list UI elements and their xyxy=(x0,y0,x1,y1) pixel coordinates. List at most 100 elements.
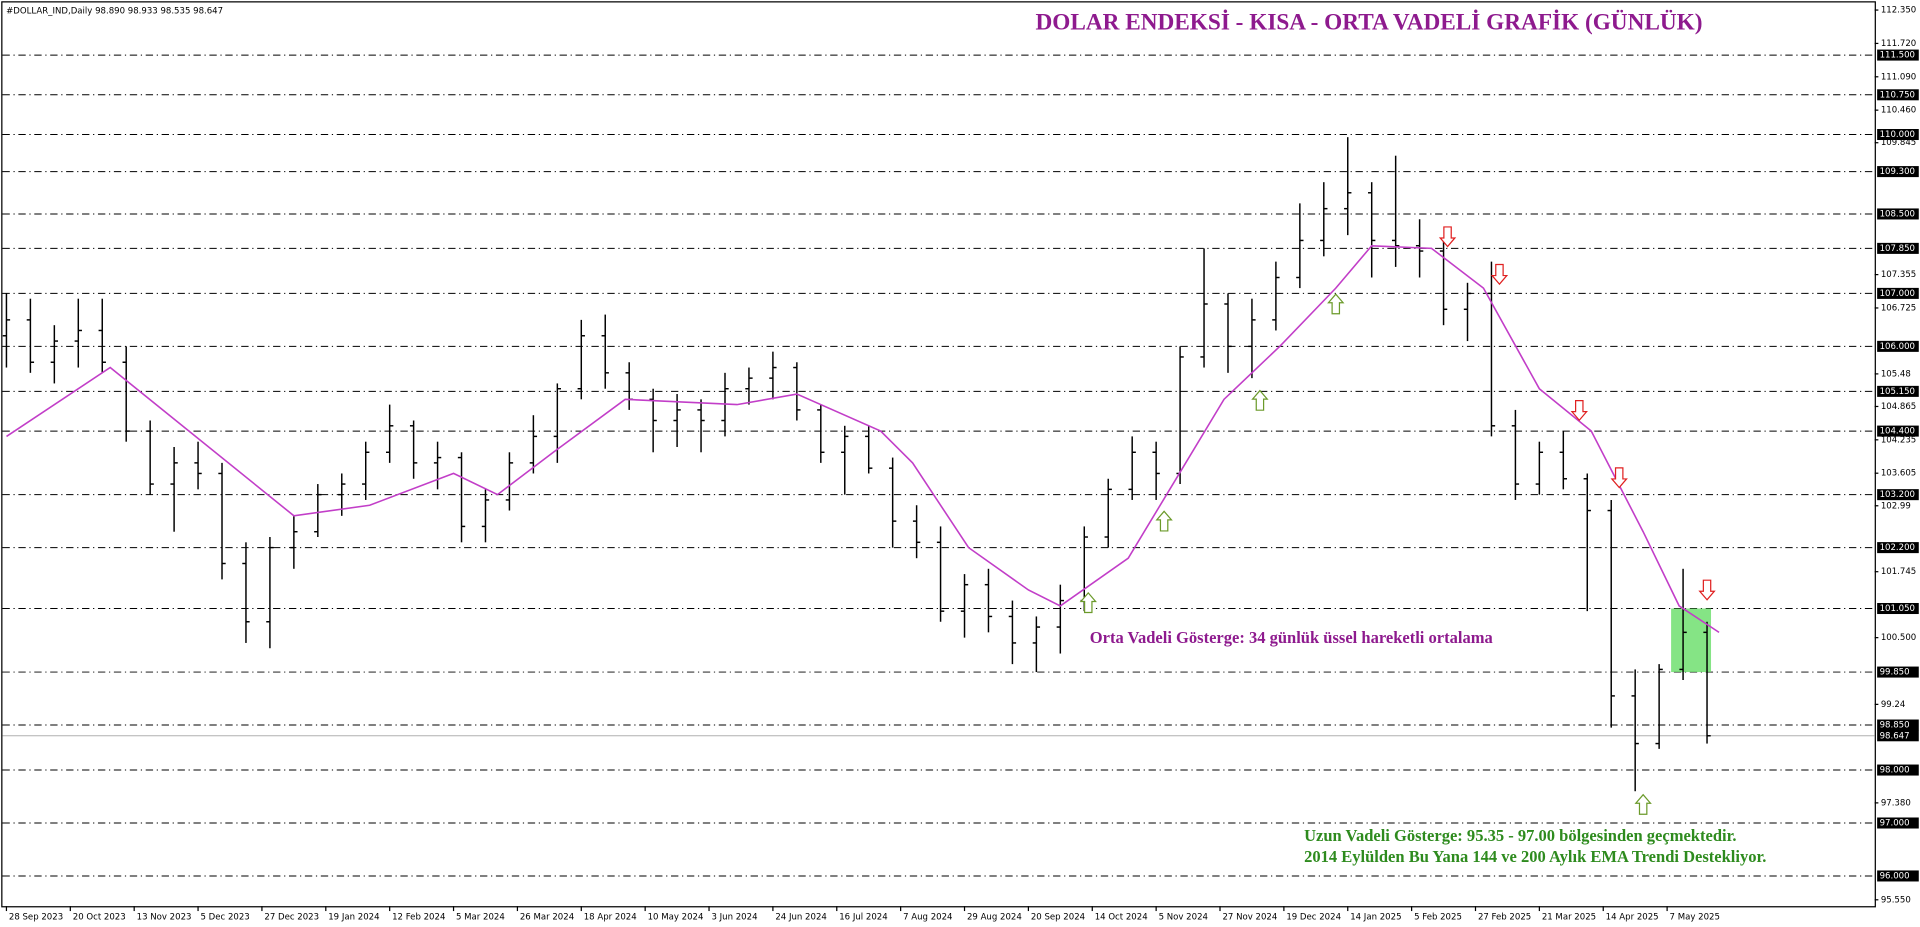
x-tick-label: 24 Jun 2024 xyxy=(775,913,827,923)
level-label: 104.400 xyxy=(1880,427,1915,437)
x-tick-label: 27 Dec 2023 xyxy=(264,913,319,923)
level-label: 107.000 xyxy=(1880,289,1915,299)
current-price-box xyxy=(1877,730,1919,742)
x-tick-label: 20 Sep 2024 xyxy=(1031,913,1085,923)
level-label: 102.200 xyxy=(1880,543,1915,553)
level-label-box xyxy=(1877,242,1919,254)
level-label-box xyxy=(1877,49,1919,61)
level-label-box xyxy=(1877,89,1919,101)
level-label: 108.500 xyxy=(1880,209,1915,219)
ema-line xyxy=(6,244,1720,634)
signal-arrow xyxy=(1610,467,1628,489)
level-label-box xyxy=(1877,129,1919,141)
signal-arrow xyxy=(1490,263,1509,286)
y-tick-label: 99.24 xyxy=(1881,700,1906,710)
x-tick-label: 7 May 2025 xyxy=(1670,913,1720,923)
level-label-box xyxy=(1877,385,1919,397)
level-label-box xyxy=(1877,719,1919,731)
x-tick-label: 3 Jun 2024 xyxy=(711,913,757,923)
y-tick-label: 111.720 xyxy=(1881,39,1916,49)
level-label-box xyxy=(1877,166,1919,178)
long-note: Uzun Vadeli Gösterge: 95.35 - 97.00 bölg… xyxy=(1304,826,1736,845)
level-label-box xyxy=(1877,425,1919,437)
x-tick-label: 13 Nov 2023 xyxy=(137,913,192,923)
signal-arrow xyxy=(1634,793,1652,815)
highlight-zone xyxy=(1671,608,1712,673)
level-label: 98.000 xyxy=(1880,766,1910,776)
y-tick-label: 111.090 xyxy=(1881,72,1916,82)
x-tick-label: 27 Feb 2025 xyxy=(1478,913,1531,923)
level-label: 110.750 xyxy=(1880,90,1915,100)
signal-arrow xyxy=(1079,591,1097,614)
level-label-box xyxy=(1877,764,1919,776)
level-label-box xyxy=(1877,287,1919,299)
x-tick-label: 20 Oct 2023 xyxy=(73,913,126,923)
y-tick-label: 109.845 xyxy=(1881,138,1916,148)
y-tick-label: 112.350 xyxy=(1881,6,1916,16)
x-tick-label: 27 Nov 2024 xyxy=(1222,913,1277,923)
long-note: 2014 Eylülden Bu Yana 144 ve 200 Aylık E… xyxy=(1304,847,1766,866)
level-label: 110.000 xyxy=(1880,130,1915,140)
level-label: 106.000 xyxy=(1880,342,1915,352)
y-tick-label: 101.745 xyxy=(1881,567,1916,577)
y-tick-label: 105.48 xyxy=(1881,369,1911,379)
level-label: 109.300 xyxy=(1880,167,1915,177)
level-label: 98.850 xyxy=(1880,721,1910,731)
x-tick-label: 18 Apr 2024 xyxy=(584,913,637,923)
level-label-box xyxy=(1877,542,1919,554)
y-tick-label: 106.725 xyxy=(1881,303,1916,313)
x-tick-label: 19 Dec 2024 xyxy=(1286,913,1341,923)
x-tick-label: 26 Mar 2024 xyxy=(520,913,574,923)
level-label: 103.200 xyxy=(1880,490,1915,500)
y-tick-label: 103.605 xyxy=(1881,469,1916,479)
current-price-label: 98.647 xyxy=(1880,731,1910,741)
level-label: 105.150 xyxy=(1880,387,1915,397)
x-tick-label: 5 Nov 2024 xyxy=(1159,913,1208,923)
x-tick-label: 21 Mar 2025 xyxy=(1542,913,1596,923)
x-tick-label: 7 Aug 2024 xyxy=(903,913,952,923)
level-label: 97.000 xyxy=(1880,819,1910,829)
y-tick-label: 110.460 xyxy=(1881,106,1916,116)
level-label: 111.500 xyxy=(1880,51,1915,61)
signal-arrow xyxy=(1327,293,1345,315)
signal-arrow xyxy=(1570,400,1588,422)
signal-arrow xyxy=(1251,389,1269,411)
signal-arrow xyxy=(1438,226,1457,248)
x-tick-label: 12 Feb 2024 xyxy=(392,913,445,923)
x-tick-label: 16 Jul 2024 xyxy=(839,913,887,923)
x-tick-label: 5 Dec 2023 xyxy=(201,913,250,923)
x-tick-label: 28 Sep 2023 xyxy=(9,913,63,923)
x-tick-label: 5 Mar 2024 xyxy=(456,913,505,923)
y-tick-label: 102.99 xyxy=(1881,501,1911,511)
level-label-box xyxy=(1877,870,1919,882)
y-tick-label: 104.865 xyxy=(1881,402,1916,412)
x-tick-label: 5 Feb 2025 xyxy=(1414,913,1462,923)
x-tick-label: 14 Apr 2025 xyxy=(1606,913,1659,923)
y-tick-label: 97.380 xyxy=(1881,798,1911,808)
y-tick-label: 104.235 xyxy=(1881,435,1916,445)
level-label-box xyxy=(1877,603,1919,615)
x-tick-label: 19 Jan 2024 xyxy=(328,913,379,923)
symbol-header: #DOLLAR_IND,Daily 98.890 98.933 98.535 9… xyxy=(6,7,223,17)
level-label: 99.850 xyxy=(1880,668,1910,678)
level-label-box xyxy=(1877,340,1919,352)
x-tick-label: 14 Oct 2024 xyxy=(1095,913,1148,923)
x-tick-label: 29 Aug 2024 xyxy=(967,913,1022,923)
y-tick-label: 107.355 xyxy=(1881,270,1916,280)
x-tick-label: 10 May 2024 xyxy=(648,913,704,923)
signal-arrow xyxy=(1155,510,1173,532)
chart-title: DOLAR ENDEKSİ - KISA - ORTA VADELİ GRAFİ… xyxy=(1035,9,1702,35)
y-tick-label: 95.550 xyxy=(1881,895,1911,905)
y-tick-label: 100.500 xyxy=(1881,633,1916,643)
signal-arrow xyxy=(1698,579,1716,601)
plot-area: 112.350 111.720 111.090 110.460 109.845 107.3… xyxy=(2,6,1919,923)
level-label-box xyxy=(1877,489,1919,501)
plot-frame xyxy=(1,1,1876,908)
level-label: 96.000 xyxy=(1880,871,1910,881)
x-tick-label: 14 Jan 2025 xyxy=(1350,913,1401,923)
level-label: 107.850 xyxy=(1880,244,1915,254)
ma-note: Orta Vadeli Gösterge: 34 günlük üssel ha… xyxy=(1090,628,1494,647)
level-label-box xyxy=(1877,208,1919,220)
